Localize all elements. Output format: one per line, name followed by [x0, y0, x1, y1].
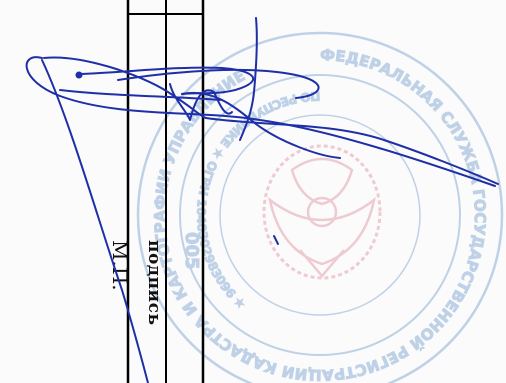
seal-emblem	[262, 144, 382, 280]
seal-outer-ring	[136, 31, 504, 383]
seal-middle-ring	[179, 74, 461, 356]
seal-inner-ring	[219, 114, 421, 316]
seal-side-number: 005	[181, 232, 202, 270]
